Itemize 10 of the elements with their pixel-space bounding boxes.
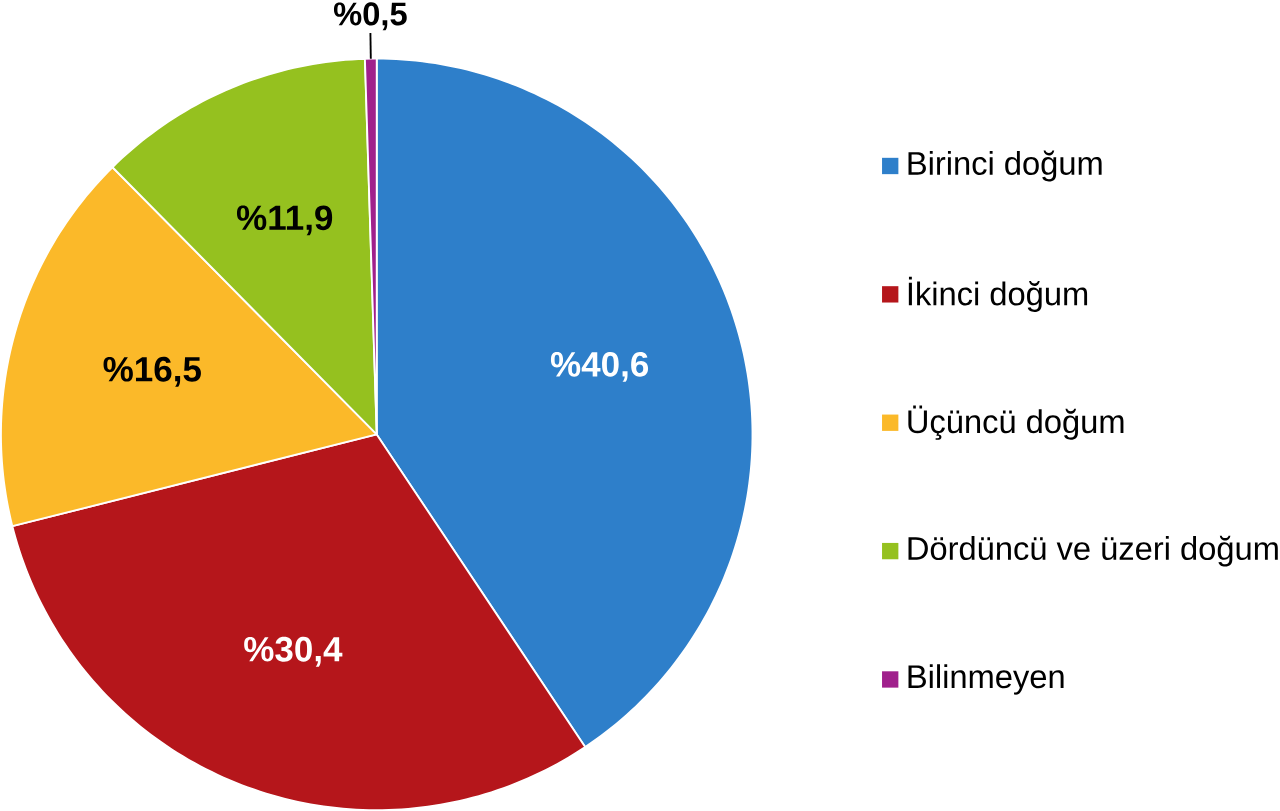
legend-label: Birinci doğum — [908, 150, 1102, 182]
data-label: %16,5 — [103, 356, 201, 387]
data-label: %0,5 — [333, 2, 407, 31]
data-label: %30,4 — [244, 636, 343, 667]
data-label: %40,6 — [550, 351, 649, 382]
legend-label: İkinci doğum — [908, 276, 1088, 312]
data-label: %11,9 — [236, 205, 333, 236]
legend-label: Üçüncü doğum — [908, 405, 1124, 440]
legend-label: Bilinmeyen — [908, 664, 1064, 695]
legend-label: Dördüncü ve üzeri doğum — [908, 535, 1278, 567]
